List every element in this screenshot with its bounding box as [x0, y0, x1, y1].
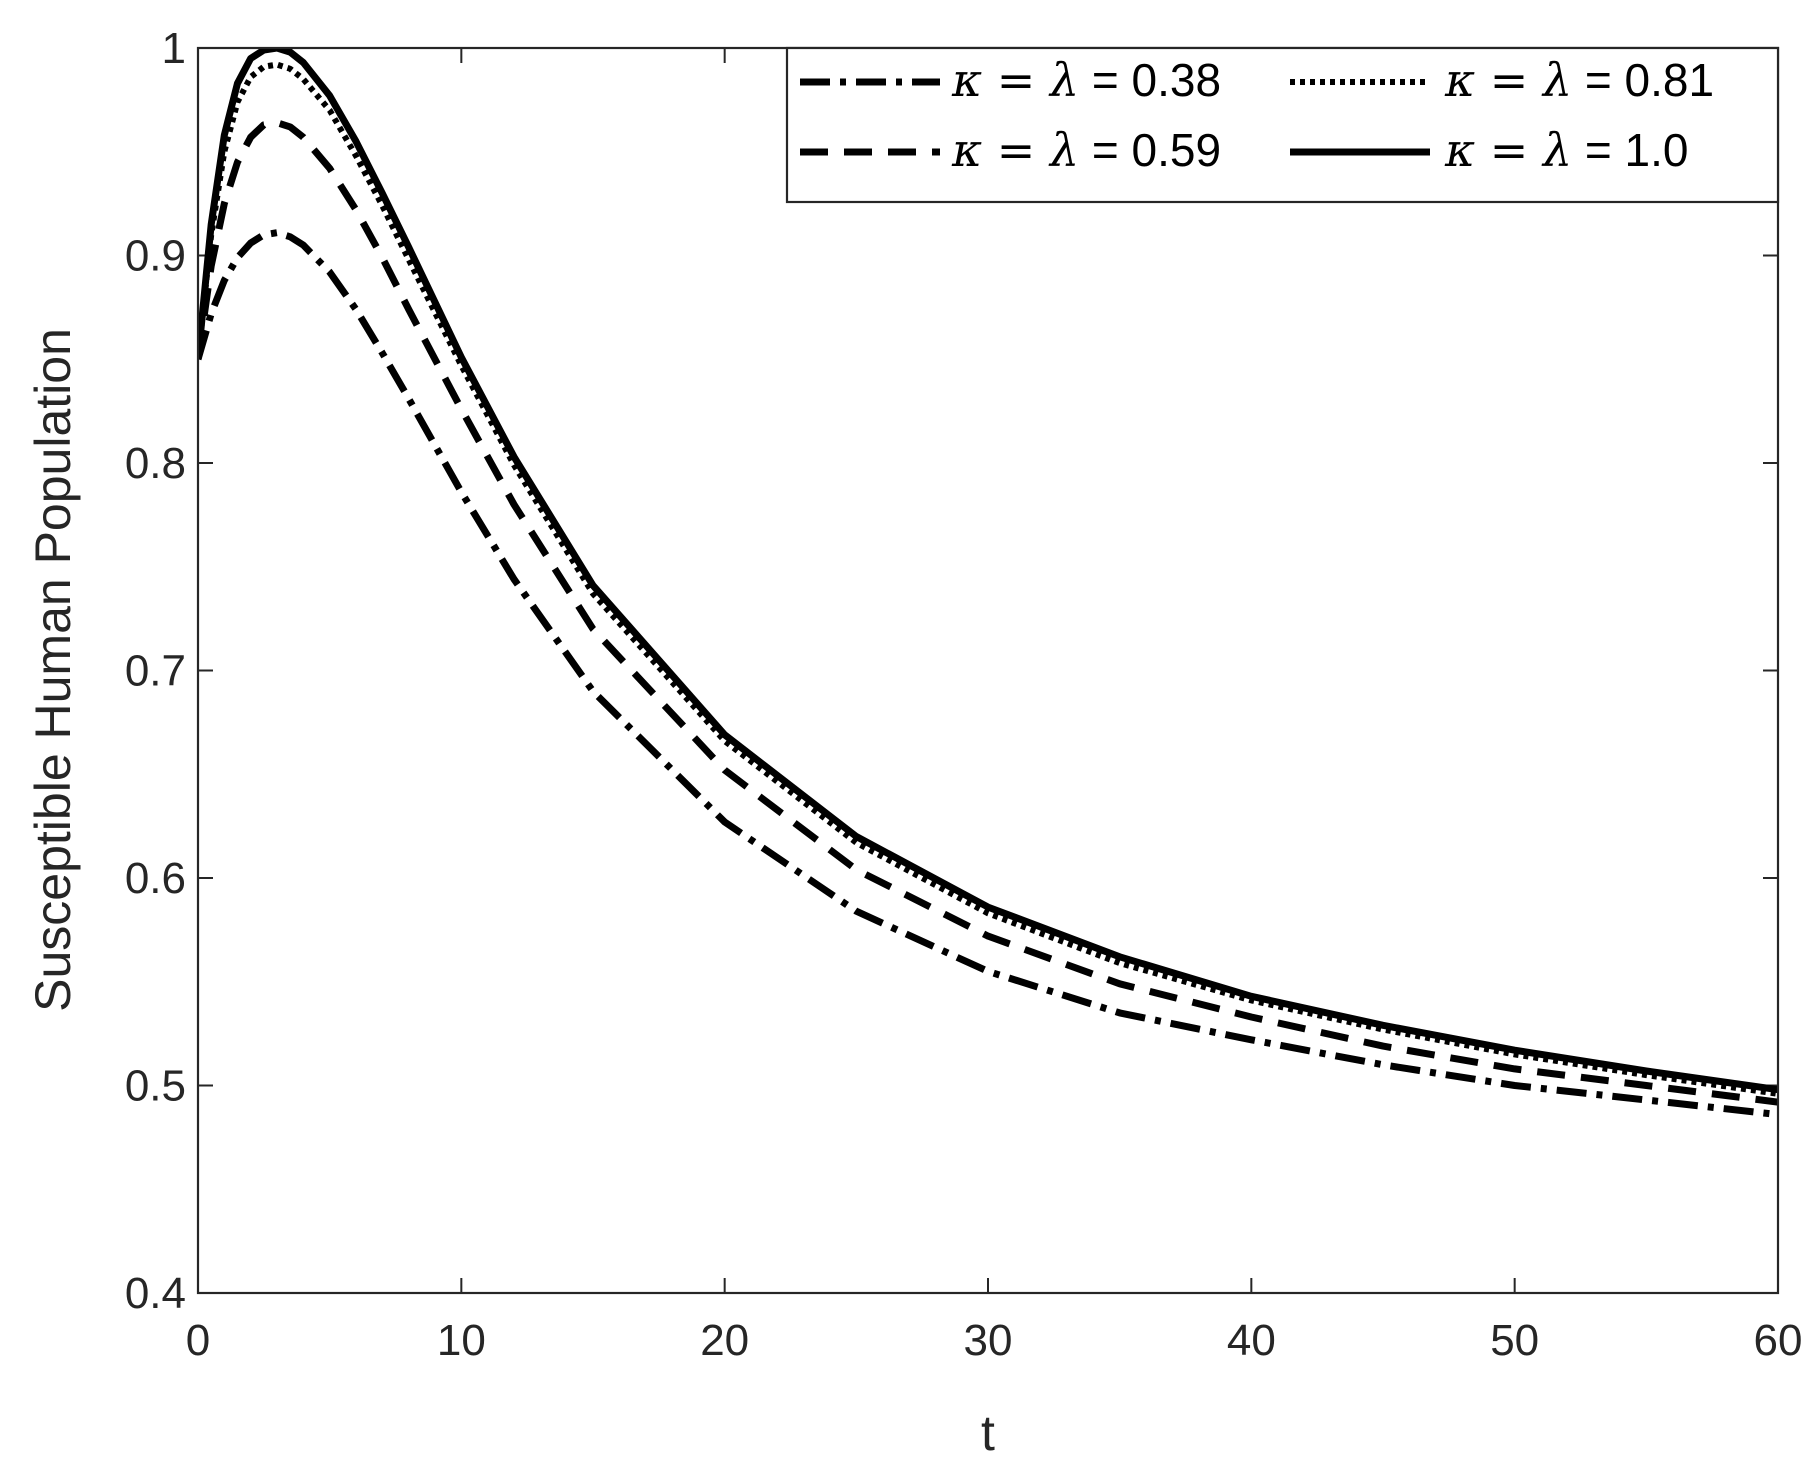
x-tick-label: 20: [700, 1316, 749, 1365]
y-tick-label: 0.5: [125, 1062, 186, 1111]
series-lines: [198, 48, 1778, 1119]
legend: κ = λ = 0.38κ = λ = 0.59κ = λ = 0.81κ = …: [785, 46, 1780, 204]
y-axis-title: Susceptible Human Population: [25, 328, 81, 1012]
legend-value: = 0.38: [1079, 54, 1221, 106]
series-line-solid: [198, 48, 1778, 1094]
legend-label: κ = λ = 0.81: [1444, 53, 1714, 107]
x-tick-label: 50: [1490, 1316, 1539, 1365]
legend-value: = 0.81: [1572, 54, 1714, 106]
y-tick-label: 0.6: [125, 854, 186, 903]
legend-label: κ = λ = 1.0: [1444, 123, 1688, 177]
y-tick-label: 0.4: [125, 1269, 186, 1318]
y-tick-label: 1: [162, 24, 186, 73]
plot-frame: [196, 46, 1780, 1295]
x-tick-label: 60: [1754, 1316, 1803, 1365]
y-tick-label: 0.7: [125, 647, 186, 696]
x-axis-title: t: [981, 1405, 995, 1461]
tick-labels: 0 10 20 30 40 50 60 0.4 0.5 0.6 0.7 0.8 0.9 1: [125, 24, 1803, 1365]
y-tick-label: 0.8: [125, 439, 186, 488]
x-tick-label: 0: [186, 1316, 210, 1365]
y-tick-label: 0.9: [125, 232, 186, 281]
series-line-dashdot: [198, 229, 1778, 1119]
legend-symbol: κ = λ: [1444, 123, 1572, 177]
series-line-dashed: [198, 119, 1778, 1106]
x-tick-label: 40: [1227, 1316, 1276, 1365]
legend-label: κ = λ = 0.59: [951, 123, 1221, 177]
legend-value: = 1.0: [1572, 124, 1688, 176]
legend-symbol: κ = λ: [951, 53, 1079, 107]
series-line-dotted: [198, 61, 1778, 1097]
legend-symbol: κ = λ: [1444, 53, 1572, 107]
x-tick-label: 30: [964, 1316, 1013, 1365]
x-tick-label: 10: [437, 1316, 486, 1365]
legend-box: [785, 46, 1780, 204]
axis-ticks: [197, 47, 1779, 1294]
legend-value: = 0.59: [1079, 124, 1221, 176]
legend-symbol: κ = λ: [951, 123, 1079, 177]
legend-label: κ = λ = 0.38: [951, 53, 1221, 107]
